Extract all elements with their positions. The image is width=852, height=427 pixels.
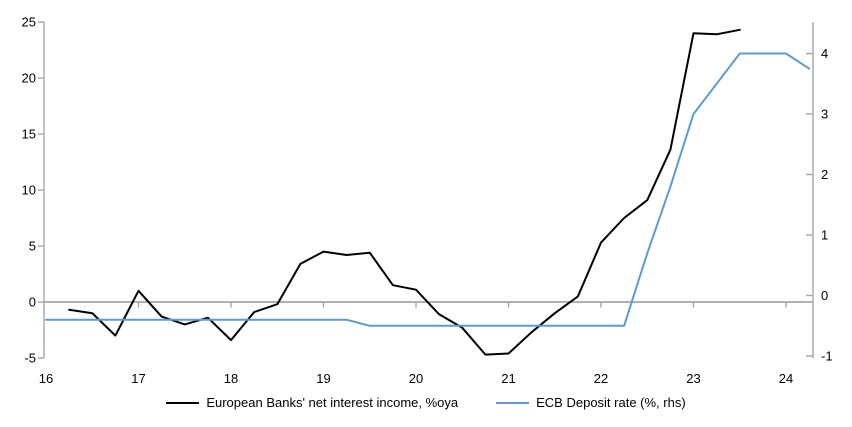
chart-legend: European Banks' net interest income, %oy… [0, 395, 852, 410]
x-axis-tick-label: 16 [39, 371, 53, 386]
x-axis-tick-label: 18 [224, 371, 238, 386]
left-axis-tick-label: -5 [24, 351, 36, 366]
left-axis-tick-label: 25 [22, 15, 36, 30]
right-axis-tick-label: 4 [821, 46, 828, 61]
left-axis-tick-label: 20 [22, 71, 36, 86]
net-interest-income-series [68, 28, 741, 356]
legend-label-net-interest-income: European Banks' net interest income, %oy… [206, 395, 459, 410]
x-axis-tick-label: 24 [779, 371, 793, 386]
left-axis-tick-label: 15 [22, 127, 36, 142]
left-axis-tick-label: 0 [29, 295, 36, 310]
x-axis-tick-label: 20 [409, 371, 423, 386]
black-line-swatch [166, 401, 200, 404]
right-axis-tick-label: 0 [821, 288, 828, 303]
x-axis-tick-label: 22 [594, 371, 608, 386]
right-axis-tick-label: 3 [821, 107, 828, 122]
right-axis-tick-label: 2 [821, 167, 828, 182]
series-layer [45, 28, 811, 356]
legend-item-ecb-deposit-rate: ECB Deposit rate (%, rhs) [496, 395, 686, 410]
right-axis-tick-label: 1 [821, 228, 828, 243]
left-axis-tick-label: 5 [29, 239, 36, 254]
ecb-deposit-rate-series [45, 52, 811, 327]
legend-item-net-interest-income: European Banks' net interest income, %oy… [166, 395, 458, 410]
right-axis-tick-label: -1 [821, 349, 833, 364]
legend-label-ecb-deposit-rate: ECB Deposit rate (%, rhs) [536, 395, 686, 410]
x-axis-tick-label: 19 [316, 371, 330, 386]
left-axis-tick-label: 10 [22, 183, 36, 198]
blue-line-swatch [496, 401, 530, 404]
x-axis-tick-label: 17 [131, 371, 145, 386]
x-axis-tick-label: 23 [686, 371, 700, 386]
x-axis-tick-label: 21 [501, 371, 515, 386]
